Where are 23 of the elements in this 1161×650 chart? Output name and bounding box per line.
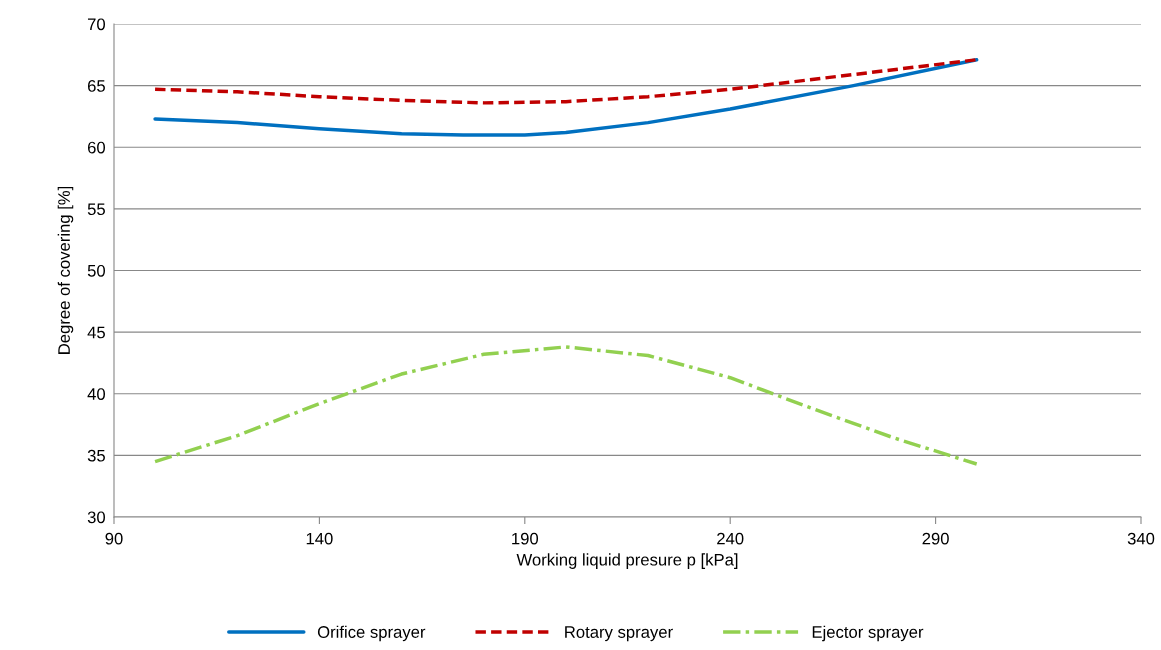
y-tick-label: 40 [87, 388, 106, 400]
x-tick-label: 340 [1127, 532, 1155, 545]
line-series [153, 58, 979, 105]
legend-label: Rotary sprayer [565, 626, 673, 642]
x-tick-label: 190 [512, 532, 539, 545]
y-axis-title: Degree of covering [%] [57, 186, 74, 354]
legend-label: Orifice sprayer [317, 625, 426, 642]
legend-label: Ejector sprayer [812, 625, 924, 642]
y-tick-label: 30 [87, 511, 106, 524]
y-tick-label: 55 [87, 203, 105, 216]
y-tick-label: 35 [87, 449, 105, 462]
y-tick-label: 45 [87, 326, 105, 339]
x-tick-label: 140 [306, 532, 333, 545]
x-tick-label: 90 [105, 532, 123, 545]
x-tick-label: 290 [922, 532, 949, 545]
y-tick-label: 60 [87, 141, 106, 154]
x-tick-label: 240 [717, 532, 744, 545]
y-tick-label: 65 [87, 80, 105, 92]
x-axis-title: Working liquid presure p [kPa] [516, 553, 738, 569]
y-tick-label: 50 [87, 264, 106, 277]
y-tick-label: 70 [87, 18, 106, 31]
line-series [153, 345, 979, 466]
line-series [153, 58, 979, 137]
